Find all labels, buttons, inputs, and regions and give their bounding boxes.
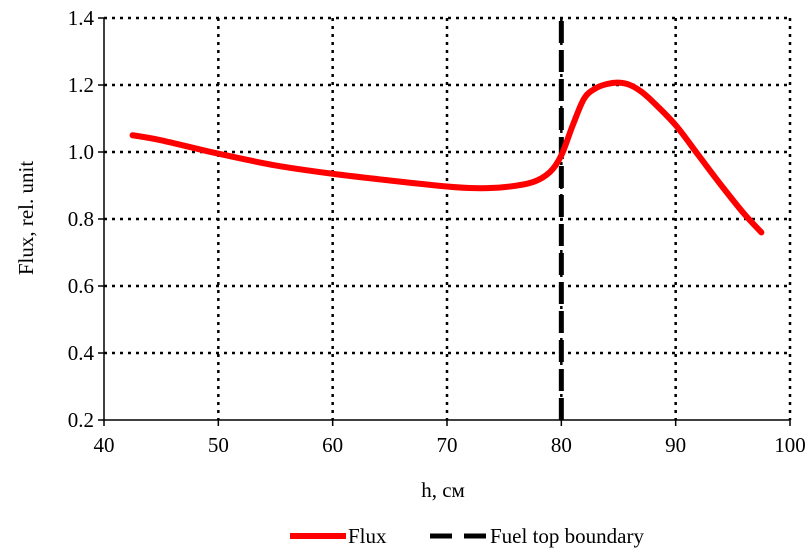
x-tick-label: 50: [208, 433, 229, 457]
series-layer: [129, 18, 765, 420]
legend: Flux Fuel top boundary: [290, 524, 644, 548]
x-tick-label: 90: [665, 433, 686, 457]
legend-label-fuel-top-boundary: Fuel top boundary: [490, 524, 644, 548]
y-axis-label: Flux, rel. unit: [14, 161, 38, 275]
x-tick-label: 70: [437, 433, 458, 457]
axes: [98, 17, 791, 426]
y-tick-label: 1.4: [68, 6, 95, 30]
x-tick-label: 60: [322, 433, 343, 457]
series-line-flux: [129, 79, 765, 236]
y-tick-label: 1.0: [68, 140, 94, 164]
y-tick-label: 0.4: [68, 341, 95, 365]
x-tick-label: 40: [94, 433, 115, 457]
tick-labels: 40 50 60 70 80 90 100 0.2 0.4 0.6 0.8 1.0 1.2 1.4: [68, 6, 806, 457]
legend-label-flux: Flux: [348, 524, 387, 548]
x-axis-label: h, см: [421, 478, 465, 502]
y-tick-label: 0.8: [68, 207, 94, 231]
y-tick-label: 0.2: [68, 408, 94, 432]
x-tick-label: 80: [551, 433, 572, 457]
x-tick-label: 100: [774, 433, 806, 457]
y-tick-label: 1.2: [68, 73, 94, 97]
grid: [104, 16, 792, 420]
y-tick-label: 0.6: [68, 274, 94, 298]
